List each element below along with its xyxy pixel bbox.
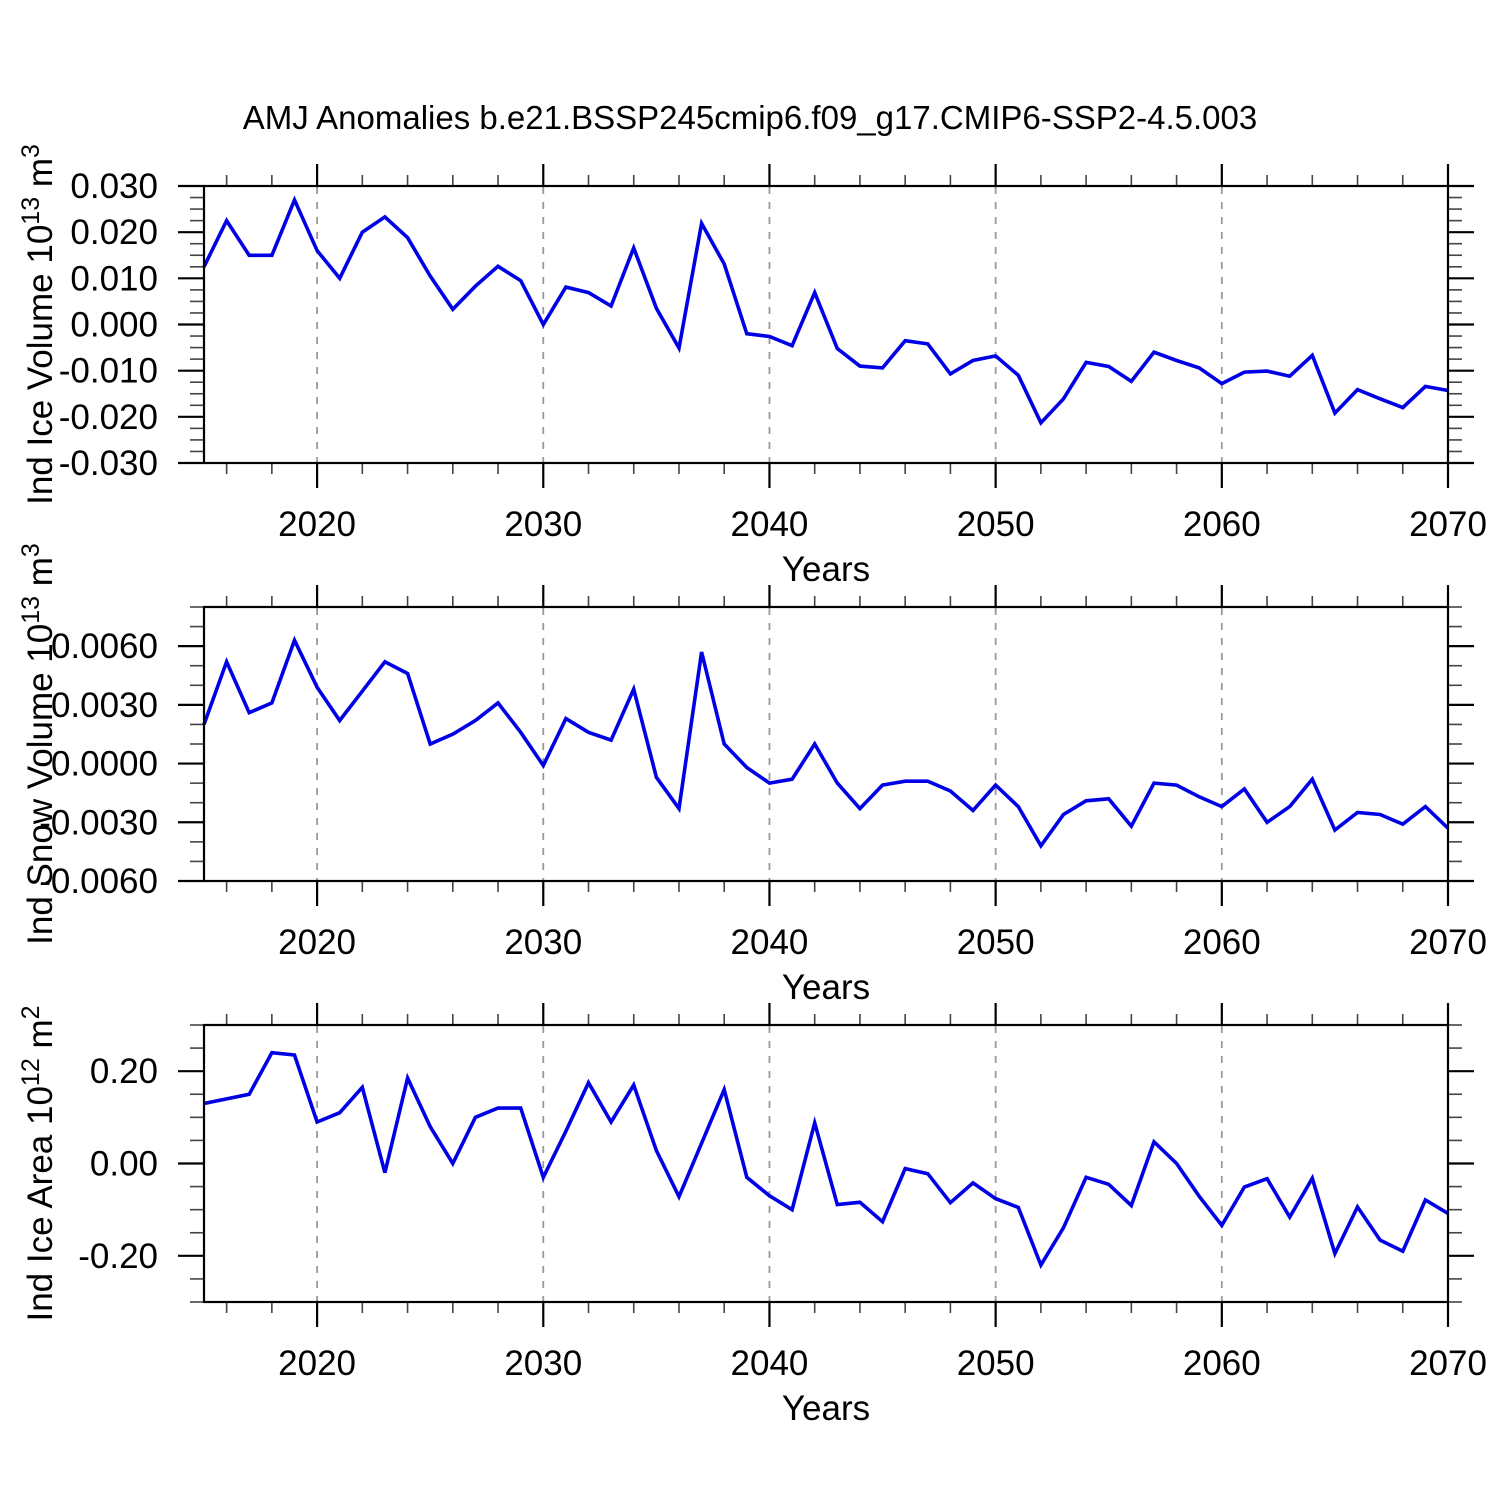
x-tick-label: 2060 xyxy=(1183,1344,1261,1383)
y-tick-label: 0.030 xyxy=(70,167,158,206)
y-tick-label: 0.0030 xyxy=(51,686,158,725)
data-line xyxy=(202,635,1450,850)
x-axis-title: Years xyxy=(782,968,870,1007)
y-axis-title: Ind Snow Volume 1013 m3 xyxy=(17,543,60,945)
y-tick-label: -0.030 xyxy=(59,444,158,483)
y-tick-label: -0.010 xyxy=(59,352,158,391)
y-tick-label: -0.20 xyxy=(78,1237,158,1276)
x-axis-title: Years xyxy=(782,1389,870,1428)
y-axis-title-sup: 13 xyxy=(17,197,45,225)
y-axis-title-text: Ind Ice Volume 10 xyxy=(21,225,60,505)
y-axis-title-sup: 3 xyxy=(17,543,45,557)
y-tick-label: 0.00 xyxy=(90,1145,158,1184)
x-tick-label: 2070 xyxy=(1409,923,1487,962)
y-axis-title-sup: 2 xyxy=(17,1005,45,1019)
plot-frame xyxy=(202,184,1450,465)
y-tick-label: -0.0030 xyxy=(39,803,158,842)
y-axis-title-text: Ind Snow Volume 10 xyxy=(21,624,60,945)
x-tick-label: 2040 xyxy=(731,1344,809,1383)
x-tick-label: 2060 xyxy=(1183,505,1261,544)
x-tick-label: 2060 xyxy=(1183,923,1261,962)
data-line xyxy=(203,1050,1449,1270)
x-tick-label: 2040 xyxy=(731,505,809,544)
x-tick-label: 2020 xyxy=(278,505,356,544)
plot-frame xyxy=(202,1023,1450,1304)
y-tick-label: 0.0000 xyxy=(51,745,158,784)
y-axis-title-text: m xyxy=(21,1019,60,1058)
y-axis-title-text: m xyxy=(21,158,60,197)
x-tick-label: 2050 xyxy=(957,1344,1035,1383)
x-axis-title: Years xyxy=(782,550,870,589)
x-tick-label: 2050 xyxy=(957,923,1035,962)
y-axis-title-text: m xyxy=(21,557,60,596)
y-tick-label: 0.20 xyxy=(90,1052,158,1091)
y-axis-title-sup: 13 xyxy=(17,596,45,624)
y-tick-label: 0.0060 xyxy=(51,627,158,666)
y-tick-label: -0.0060 xyxy=(39,862,158,901)
y-tick-label: 0.020 xyxy=(70,213,158,252)
y-axis-title: Ind Ice Area 1012 m2 xyxy=(17,1005,60,1321)
x-tick-label: 2040 xyxy=(731,923,809,962)
chart-title: AMJ Anomalies b.e21.BSSP245cmip6.f09_g17… xyxy=(242,99,1258,136)
y-axis-title: Ind Ice Volume 1013 m3 xyxy=(17,144,60,505)
x-tick-label: 2030 xyxy=(504,505,582,544)
x-tick-label: 2030 xyxy=(504,1344,582,1383)
y-axis-title-text: Ind Ice Area 10 xyxy=(21,1086,60,1321)
y-tick-label: 0.000 xyxy=(70,306,158,345)
x-tick-label: 2070 xyxy=(1409,1344,1487,1383)
x-tick-label: 2030 xyxy=(504,923,582,962)
x-tick-label: 2050 xyxy=(957,505,1035,544)
x-tick-label: 2020 xyxy=(278,923,356,962)
plot-frame xyxy=(202,605,1450,883)
x-tick-label: 2070 xyxy=(1409,505,1487,544)
y-axis-title-sup: 3 xyxy=(17,144,45,158)
y-tick-label: -0.020 xyxy=(59,398,158,437)
y-axis-title-sup: 12 xyxy=(17,1058,45,1086)
data-line xyxy=(202,195,1449,426)
x-tick-label: 2020 xyxy=(278,1344,356,1383)
y-tick-label: 0.010 xyxy=(70,259,158,298)
